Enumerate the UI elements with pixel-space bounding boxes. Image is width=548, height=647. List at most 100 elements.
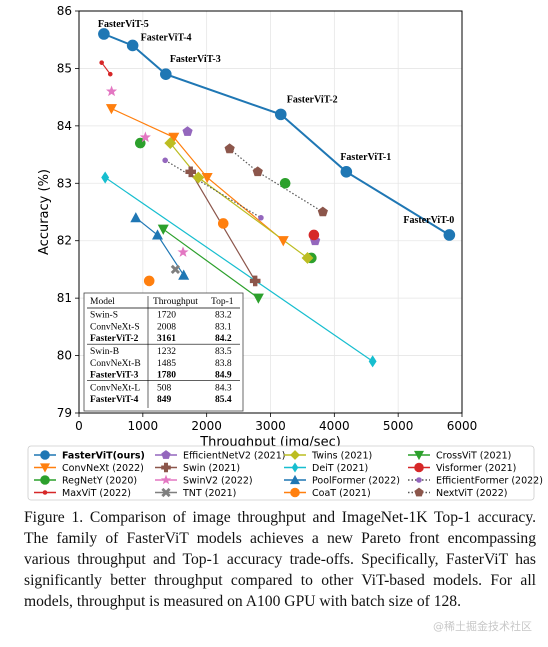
legend-label: MaxViT (2022)	[62, 488, 131, 499]
point-fastervit	[98, 28, 110, 40]
x-tick-label: 0	[75, 419, 83, 433]
point-poolformer	[152, 229, 164, 240]
legend-label: Twins (2021)	[311, 451, 372, 462]
y-axis-label: Accuracy (%)	[37, 169, 52, 255]
legend-label: Visformer (2021)	[436, 463, 516, 474]
table-cell: 84.2	[215, 334, 232, 344]
table-cell: 849	[157, 395, 172, 405]
y-tick-label: 83	[57, 176, 72, 190]
point-maxvit	[99, 60, 104, 65]
legend-label: CrossViT (2021)	[436, 451, 511, 462]
legend-item-crossvit: CrossViT (2021)	[408, 451, 511, 462]
legend-label: DeiT (2021)	[312, 463, 368, 474]
x-tick-label: 3000	[255, 419, 286, 433]
legend-label: FasterViT(ours)	[62, 451, 145, 462]
point-label: FasterViT-4	[141, 32, 192, 43]
x-tick-label: 5000	[383, 419, 414, 433]
x-tick-label: 4000	[319, 419, 350, 433]
legend-marker	[289, 474, 301, 485]
legend-item-tnt: TNT (2021)	[155, 487, 236, 499]
legend-marker	[161, 450, 171, 459]
y-tick-label: 82	[57, 234, 72, 248]
legend-item-poolformer: PoolFormer (2022)	[284, 474, 400, 487]
table-cell: 508	[157, 383, 172, 393]
point-tnt	[170, 264, 181, 275]
point-label: FasterViT-0	[403, 215, 454, 226]
legend-marker	[414, 487, 424, 497]
point-label: FasterViT-2	[287, 94, 338, 105]
legend-item-convnext: ConvNeXt (2022)	[34, 463, 144, 474]
legend-item-visformer: Visformer (2021)	[408, 462, 516, 474]
table-cell: ConvNeXt-B	[90, 359, 141, 369]
point-crossvit	[252, 293, 264, 304]
legend-item-swinv2: SwinV2 (2022)	[155, 474, 253, 487]
point-coat	[143, 275, 155, 287]
point-poolformer	[130, 212, 142, 223]
series-line-maxvit	[101, 62, 111, 75]
legend-item-maxvit: MaxViT (2022)	[34, 488, 131, 499]
legend: FasterViT(ours)ConvNeXt (2022) RegNetY (2…	[27, 445, 543, 501]
legend-marker	[40, 450, 50, 460]
legend-item-twins: Twins (2021)	[284, 450, 372, 462]
point-convnext	[105, 104, 117, 115]
point-twins	[164, 137, 177, 150]
legend-item-swin: Swin (2021)	[155, 462, 240, 474]
point-swin	[185, 166, 197, 178]
table-cell: Swin-B	[90, 347, 119, 357]
table-cell: 1485	[157, 359, 176, 369]
table-cell: 2008	[157, 322, 176, 332]
series-line-fastervit	[103, 33, 450, 236]
point-label: FasterViT-5	[98, 19, 149, 30]
table-cell: 3161	[157, 334, 176, 344]
legend-label: RegNetY (2020)	[62, 476, 137, 487]
table-cell: Swin-S	[90, 311, 118, 321]
y-tick-label: 86	[57, 4, 72, 18]
point-visformer	[308, 229, 320, 241]
table-cell: ConvNeXt-S	[90, 322, 140, 332]
table-cell: ConvNeXt-L	[90, 383, 140, 393]
point-efficientformer	[258, 214, 264, 221]
watermark: @稀土掘金技术社区	[433, 620, 532, 633]
point-deit	[101, 171, 110, 184]
table-cell: FasterViT-3	[90, 371, 139, 381]
table-cell: 83.8	[215, 359, 232, 369]
point-crossvit	[157, 224, 169, 235]
grid-lines	[78, 10, 463, 414]
point-maxvit	[107, 71, 113, 77]
axis-ticks: 0 1000 2000 3000 4000 5000 6000 79 80 81 82 83 84 85 8…	[57, 4, 478, 433]
point-convnext	[168, 132, 180, 143]
legend-marker	[416, 477, 422, 483]
series-markers	[98, 28, 456, 368]
point-swinv2	[105, 85, 118, 97]
point-efficientformer	[162, 157, 168, 164]
table-frame	[83, 292, 244, 412]
point-fastervit	[443, 229, 456, 241]
point-efficientnetv2	[182, 126, 193, 136]
table-cell: 84.9	[215, 371, 232, 381]
series-line-crossvit	[162, 228, 259, 299]
legend-marker	[40, 475, 50, 485]
legend-frame	[27, 445, 535, 501]
series-line-nextvit	[229, 148, 324, 213]
point-twins	[301, 252, 314, 264]
point-poolformer	[178, 269, 190, 280]
figure-chart: FasterViT-5 FasterViT-4 FasterViT-3 FasterV…	[27, 4, 543, 501]
point-fastervit	[340, 166, 353, 178]
x-tick-label: 2000	[191, 419, 222, 433]
point-regnety	[279, 177, 291, 189]
x-tick-label: 1000	[128, 419, 159, 433]
legend-label: ConvNeXt (2022)	[62, 463, 144, 474]
series-line-convnext	[111, 108, 284, 242]
point-convnext	[277, 236, 289, 247]
legend-marker	[290, 487, 300, 498]
legend-marker	[161, 462, 171, 473]
legend-marker	[160, 474, 172, 485]
table-cell: FasterViT-2	[90, 334, 139, 344]
legend-label: EfficientNetV2 (2021)	[183, 451, 285, 462]
legend-marker	[413, 450, 425, 461]
legend-marker	[161, 487, 171, 498]
point-swin	[249, 275, 261, 287]
y-tick-label: 80	[57, 349, 72, 363]
point-deit	[368, 355, 377, 368]
table-cell: 1780	[157, 371, 176, 381]
